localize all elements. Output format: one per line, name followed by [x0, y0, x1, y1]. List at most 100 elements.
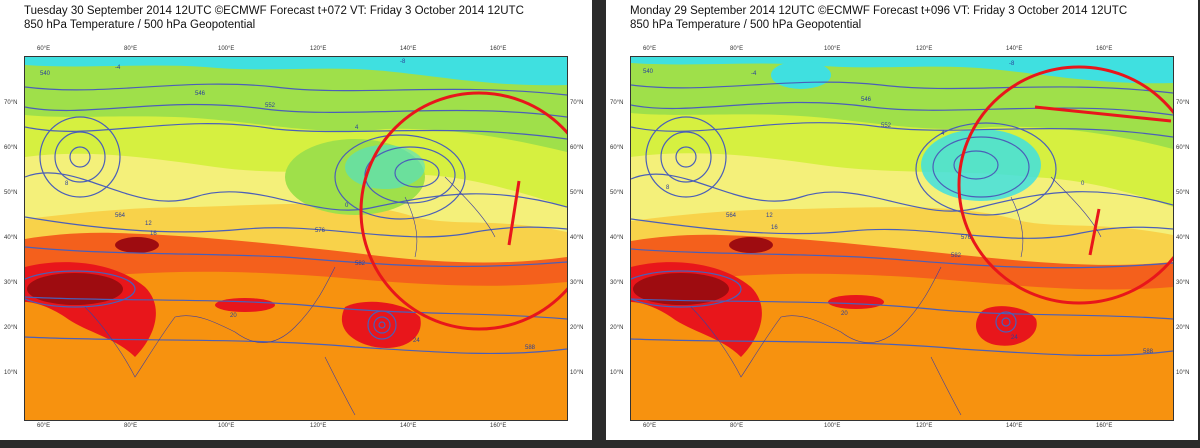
lat-tick: 20°N: [570, 325, 584, 331]
lat-tick: 70°N: [1176, 100, 1190, 106]
lat-tick: 50°N: [1176, 190, 1190, 196]
lon-tick: 140°E: [1006, 423, 1023, 429]
lat-tick: 50°N: [4, 190, 18, 196]
contour-label: 588: [525, 345, 536, 351]
lat-tick: 30°N: [570, 280, 584, 286]
contour-label: 0: [1081, 181, 1085, 187]
left-panel-title: Tuesday 30 September 2014 12UTC ©ECMWF F…: [24, 4, 524, 32]
contour-label: 552: [265, 103, 276, 109]
lon-tick: 80°E: [124, 46, 138, 52]
left-map-svg: 540 546 552 564 576 582 588 -4 -8 0 4 8 …: [25, 57, 567, 420]
geopotential-contours: [631, 81, 1173, 357]
right-contour-labels: 540 546 552 564 576 582 588 -4 -8 0 4 8 …: [643, 61, 1154, 355]
hot-core-tibet: [115, 237, 159, 253]
cold-core-north: [771, 61, 831, 89]
lat-tick: 40°N: [4, 235, 18, 241]
geopotential-contours: [25, 83, 567, 355]
lon-tick: 60°E: [37, 423, 51, 429]
contour-label: 546: [861, 97, 872, 103]
lon-tick: 60°E: [643, 46, 657, 52]
lat-tick: 60°N: [570, 145, 584, 151]
contour-label: -8: [1009, 61, 1015, 67]
contour-label: 540: [40, 71, 51, 77]
lat-tick: 60°N: [610, 145, 624, 151]
contour-label: 12: [145, 221, 152, 227]
band-green: [25, 57, 567, 152]
contour-label: 546: [195, 91, 206, 97]
right-panel-title: Monday 29 September 2014 12UTC ©ECMWF Fo…: [630, 4, 1127, 32]
highlight-circle: [359, 91, 567, 331]
lat-tick: 70°N: [610, 100, 624, 106]
left-map-plot: 540 546 552 564 576 582 588 -4 -8 0 4 8 …: [24, 56, 568, 421]
right-map-plot: 540 546 552 564 576 582 588 -4 -8 0 4 8 …: [630, 56, 1174, 421]
lon-tick: 60°E: [643, 423, 657, 429]
lat-tick: 50°N: [570, 190, 584, 196]
lon-tick: 120°E: [916, 423, 933, 429]
contour-label: 564: [726, 213, 737, 219]
contour-label: -8: [400, 59, 406, 65]
contour-label: 552: [881, 123, 892, 129]
hot-core-tibet: [729, 237, 773, 253]
lon-tick: 140°E: [1006, 46, 1023, 52]
lon-tick: 100°E: [824, 423, 841, 429]
lat-tick: 50°N: [610, 190, 624, 196]
contour-label: 4: [355, 125, 359, 131]
cold-pool: [921, 129, 1041, 201]
left-contour-labels: 540 546 552 564 576 582 588 -4 -8 0 4 8 …: [40, 59, 536, 351]
contour-label: 16: [771, 225, 778, 231]
lat-tick: 20°N: [1176, 325, 1190, 331]
lat-tick: 20°N: [610, 325, 624, 331]
lon-tick: 120°E: [916, 46, 933, 52]
highlight-line-top: [1034, 105, 1172, 123]
contour-label: 582: [951, 253, 962, 259]
hot-strip: [828, 295, 884, 309]
coastlines: [84, 176, 496, 416]
lat-tick: 40°N: [610, 235, 624, 241]
contour-label: -4: [751, 71, 757, 77]
lon-tick: 60°E: [37, 46, 51, 52]
contour-label: 16: [150, 231, 157, 237]
highlight-line: [1088, 208, 1101, 256]
hot-core-arabia: [27, 273, 123, 305]
right-forecast-panel: Monday 29 September 2014 12UTC ©ECMWF Fo…: [606, 0, 1198, 440]
contour-label: 588: [1143, 349, 1154, 355]
contour-label: 0: [345, 203, 349, 209]
lon-tick: 100°E: [218, 423, 235, 429]
lon-tick: 140°E: [400, 46, 417, 52]
lon-tick: 160°E: [1096, 46, 1113, 52]
lon-tick: 160°E: [490, 423, 507, 429]
highlight-line: [507, 180, 521, 246]
contour-label: 24: [1011, 335, 1018, 341]
contour-label: 8: [666, 185, 670, 191]
lon-tick: 120°E: [310, 423, 327, 429]
lat-tick: 40°N: [1176, 235, 1190, 241]
contour-label: 564: [115, 213, 126, 219]
contour-label: 24: [413, 338, 420, 344]
lon-tick: 100°E: [218, 46, 235, 52]
lat-tick: 10°N: [4, 370, 18, 376]
contour-label: 12: [766, 213, 773, 219]
lat-tick: 70°N: [4, 100, 18, 106]
lon-tick: 160°E: [1096, 423, 1113, 429]
right-map-svg: 540 546 552 564 576 582 588 -4 -8 0 4 8 …: [631, 57, 1173, 420]
lat-tick: 10°N: [1176, 370, 1190, 376]
left-title-line1: Tuesday 30 September 2014 12UTC ©ECMWF F…: [24, 5, 524, 17]
band-cyan: [631, 57, 1173, 84]
contour-label: 582: [355, 261, 366, 267]
left-title-line2: 850 hPa Temperature / 500 hPa Geopotenti…: [24, 19, 256, 31]
hot-strip: [215, 298, 275, 312]
left-forecast-panel: Tuesday 30 September 2014 12UTC ©ECMWF F…: [0, 0, 592, 440]
lat-tick: 60°N: [1176, 145, 1190, 151]
lat-tick: 30°N: [1176, 280, 1190, 286]
hot-core-arabia: [633, 273, 729, 305]
contour-label: 4: [941, 131, 945, 137]
contour-label: 576: [961, 235, 972, 241]
lon-tick: 140°E: [400, 423, 417, 429]
lat-tick: 30°N: [610, 280, 624, 286]
lat-tick: 20°N: [4, 325, 18, 331]
lat-tick: 10°N: [610, 370, 624, 376]
right-title-line1: Monday 29 September 2014 12UTC ©ECMWF Fo…: [630, 5, 1128, 17]
lat-tick: 60°N: [4, 145, 18, 151]
lon-tick: 80°E: [730, 46, 744, 52]
contour-label: -4: [115, 65, 121, 71]
